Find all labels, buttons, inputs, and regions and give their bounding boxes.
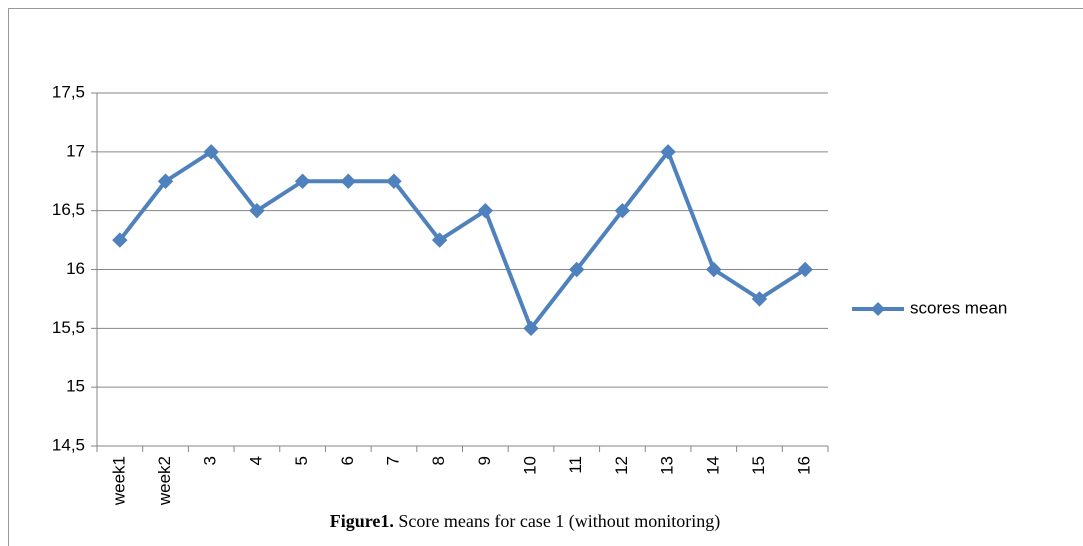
y-tick-label: 16 — [66, 259, 85, 278]
data-point — [340, 173, 356, 189]
x-tick-label: week2 — [155, 456, 174, 506]
data-point — [294, 173, 311, 189]
x-tick-label: 14 — [703, 456, 722, 475]
x-tick-label: 12 — [612, 456, 631, 475]
data-point — [157, 173, 174, 189]
x-tick-label: 5 — [292, 456, 311, 465]
x-tick-label: 7 — [383, 456, 402, 465]
x-tick-label: 6 — [338, 456, 357, 465]
data-point — [249, 202, 265, 219]
x-tick-label: 3 — [201, 456, 220, 465]
caption-text: Score means for case 1 (without monitori… — [398, 511, 720, 532]
data-point — [203, 144, 219, 160]
data-point — [523, 320, 539, 337]
caption-label: Figure1. — [330, 511, 394, 531]
data-point — [751, 291, 768, 307]
data-point — [797, 261, 813, 278]
data-point — [660, 144, 676, 160]
y-tick-label: 16,5 — [52, 200, 85, 219]
x-tick-label: 10 — [521, 456, 540, 475]
x-tick-label: week1 — [109, 456, 128, 506]
x-tick-label: 13 — [658, 456, 677, 475]
data-point — [477, 202, 494, 219]
y-tick-label: 14,5 — [52, 435, 85, 454]
y-tick-label: 17,5 — [52, 82, 85, 101]
chart-frame — [8, 8, 1083, 546]
y-tick-label: 17 — [66, 141, 85, 160]
x-tick-label: 9 — [475, 456, 494, 465]
data-point — [569, 261, 585, 278]
x-tick-label: 15 — [749, 456, 768, 475]
data-point — [112, 232, 128, 248]
x-tick-label: 16 — [795, 456, 814, 475]
series-line — [118, 149, 807, 331]
y-tick-label: 15 — [66, 377, 85, 396]
x-tick-label: 11 — [566, 456, 585, 474]
x-tick-label: 8 — [429, 456, 448, 465]
data-point — [614, 202, 631, 219]
x-tick-label: 4 — [246, 456, 265, 465]
y-tick-label: 15,5 — [52, 318, 85, 337]
legend-marker — [871, 302, 885, 316]
data-point — [706, 261, 722, 278]
data-point — [431, 232, 448, 248]
caption: Figure1. Score means for case 1 (without… — [330, 511, 721, 532]
legend-label: scores mean — [910, 298, 1007, 317]
data-point — [386, 173, 402, 189]
